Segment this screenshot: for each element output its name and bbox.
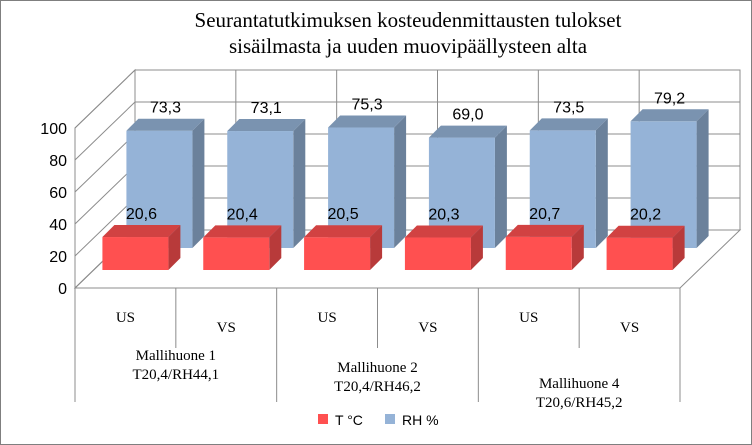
category-label: US [519,310,538,326]
group-label: T20,4/RH46,2 [334,379,421,395]
y-tick-label: 60 [49,185,67,202]
data-label-rh: 75,3 [352,97,383,114]
y-tick-label: 100 [40,121,67,138]
category-label: US [116,310,135,326]
bar-rh-side [696,109,709,248]
bar-rh-top [126,118,205,131]
group-label: T20,4/RH44,1 [132,367,219,383]
bar-t [203,225,282,270]
data-label-rh: 69,0 [452,107,483,124]
category-label: US [317,310,336,326]
data-label-t: 20,3 [428,207,459,224]
bar-t-side [571,224,584,270]
legend-swatch-rh [385,414,395,424]
bar-rh-side [394,115,407,248]
bar-t-front [606,237,673,270]
category-label: VS [418,320,437,336]
data-label-t: 20,5 [328,206,359,223]
bar-t [404,225,483,270]
y-tick-label: 40 [49,217,67,234]
bar-t-top [102,225,181,237]
bar-rh-top [328,115,407,128]
category-label: VS [620,320,639,336]
data-label-t: 20,6 [126,206,157,223]
bar-rh-side [192,118,205,248]
data-label-rh: 73,1 [251,100,282,117]
bar-t-front [203,237,270,270]
bar-t [606,225,685,270]
legend-swatch-t [318,414,328,424]
bar-t-top [505,224,584,237]
bar-rh-top [227,119,306,131]
bar-rh-side [595,118,608,249]
y-tick-label: 20 [49,249,67,266]
group-label: Mallihuone 2 [337,360,417,376]
data-label-rh: 79,2 [654,90,685,107]
data-label-t: 20,2 [630,207,661,224]
bar-t-side [370,225,383,270]
data-label-rh: 73,3 [150,100,181,117]
data-label-t: 20,7 [529,206,560,223]
bar-t-front [102,237,169,270]
bar-t-front [404,237,471,270]
y-tick-label: 80 [49,153,67,170]
group-label: T20,6/RH45,2 [536,395,623,411]
bar-t-top [203,225,282,238]
bar-t-side [672,225,685,270]
y-axis-ticks: 0 20 40 60 80 100 [40,121,67,298]
data-labels-layer: 73,3 73,1 75,3 69,0 73,5 79,2 20,6 20,4 20,5 20,3… [126,90,685,223]
bar-rh-top [529,118,608,131]
bar-t [505,224,584,270]
bar-t-side [168,225,181,270]
legend: T °C RH % [318,412,439,428]
bars-layer [102,109,709,270]
chart-title-line-2: sisäilmasta ja uuden muovipäällysteen al… [229,34,588,58]
data-label-t: 20,4 [227,206,258,223]
bar-t-front [505,236,572,270]
bar-t-front [304,237,371,270]
y-tick-label: 0 [58,281,67,298]
bar-t-top [304,225,383,238]
category-label: VS [217,320,236,336]
bar-t-top [606,225,685,238]
bar-t [102,225,181,270]
bar-t-top [404,225,483,238]
group-label: Mallihuone 1 [136,348,216,364]
bar-rh-side [494,125,507,248]
legend-label-t: T °C [335,412,363,428]
bar-t [304,225,383,270]
bar-t-side [269,225,282,270]
bar-rh-top [428,125,507,138]
bar-rh-top [630,109,709,122]
bar-t-side [470,225,483,270]
group-label: Mallihuone 4 [539,376,620,392]
chart-title-line-1: Seurantatutkimuksen kosteudenmittausten … [195,8,622,32]
data-label-rh: 73,5 [553,99,584,116]
legend-label-rh: RH % [402,412,439,428]
bar-rh-side [293,119,306,248]
